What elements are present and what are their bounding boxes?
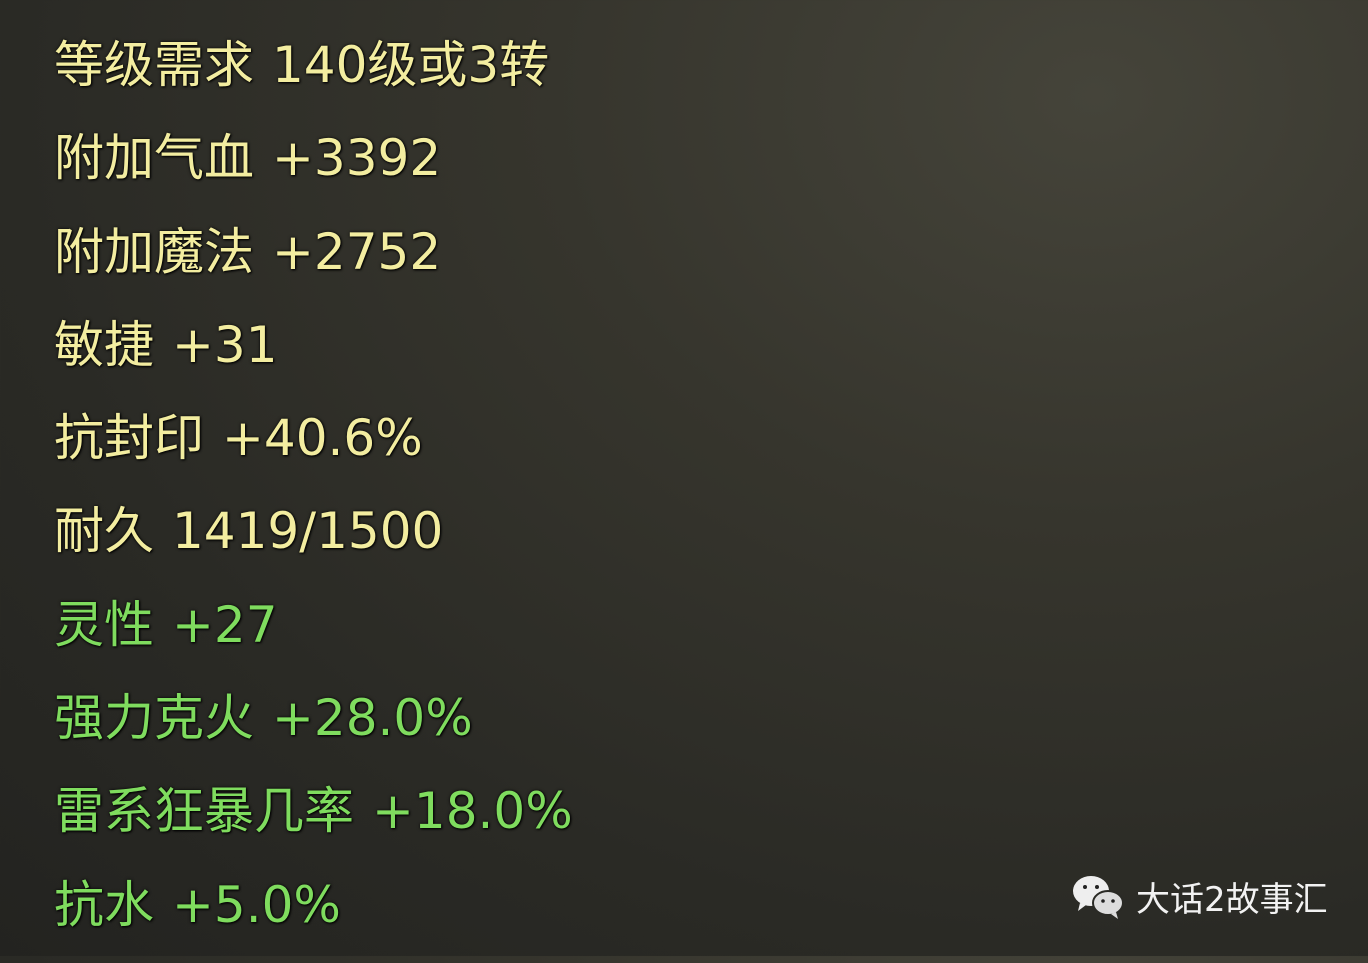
- stat-line: 强力克火 +28.0%: [54, 683, 573, 776]
- stat-value: 1419/1500: [172, 502, 444, 561]
- watermark: 大话2故事汇: [1070, 872, 1328, 921]
- stat-value: +31: [172, 315, 278, 374]
- stat-value: +2752: [272, 222, 442, 281]
- stat-label: 附加魔法: [54, 222, 254, 281]
- stat-label: 等级需求: [54, 36, 254, 94]
- stat-value: 140级或3转: [272, 36, 550, 94]
- stat-value: +28.0%: [272, 689, 473, 748]
- stat-line: 附加气血 +3392: [54, 123, 573, 216]
- stat-label: 敏捷: [54, 315, 154, 374]
- stat-value: +5.0%: [172, 875, 341, 934]
- wechat-icon: [1073, 875, 1124, 919]
- stat-line: 附加魔法 +2752: [54, 217, 573, 310]
- stat-label: 抗封印: [54, 409, 204, 468]
- stat-label: 附加气血: [54, 129, 254, 188]
- watermark-text: 大话2故事汇: [1136, 880, 1328, 920]
- stat-value: +27: [172, 595, 278, 654]
- stat-value: +40.6%: [222, 409, 423, 468]
- stat-label: 雷系狂暴几率: [54, 782, 354, 841]
- stat-line: 灵性 +27: [54, 590, 573, 683]
- stat-line: 敏捷 +31: [54, 310, 573, 403]
- stat-label: 耐久: [54, 502, 154, 561]
- stat-line: 抗水 +5.0%: [54, 870, 573, 963]
- item-stats-tooltip: 等级需求 140级或3转 附加气血 +3392 附加魔法 +2752 敏捷 +31 抗封印 +40…: [54, 30, 573, 963]
- stat-label: 强力克火: [54, 689, 254, 748]
- stat-line: 雷系狂暴几率 +18.0%: [54, 776, 573, 869]
- stat-label: 灵性: [54, 595, 154, 654]
- stat-line: 耐久 1419/1500: [54, 496, 573, 589]
- stat-label: 抗水: [54, 875, 154, 934]
- stat-value: +18.0%: [372, 782, 573, 841]
- stat-value: +3392: [272, 129, 442, 188]
- stat-line: 等级需求 140级或3转: [54, 30, 573, 123]
- stat-line: 抗封印 +40.6%: [54, 403, 573, 496]
